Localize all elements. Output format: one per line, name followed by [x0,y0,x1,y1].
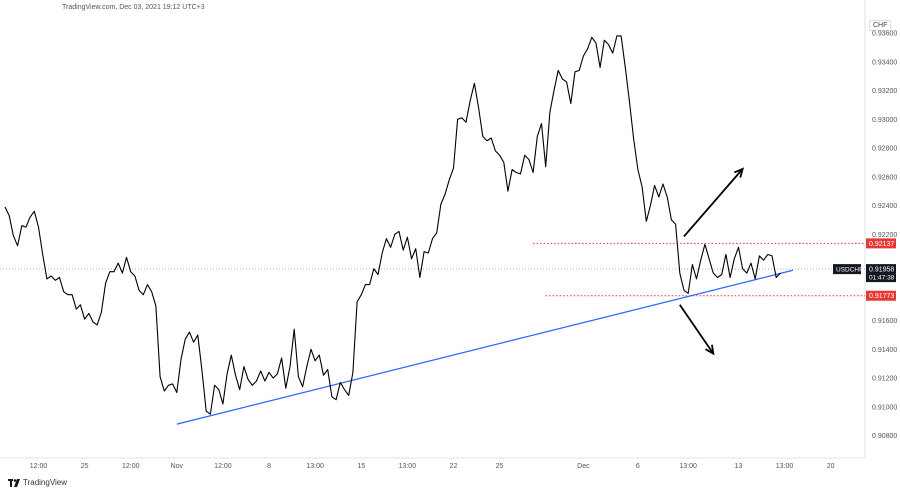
x-tick-label: Dec [577,463,590,470]
tradingview-logo-icon [8,478,20,487]
y-tick-label: 0.93600 [872,31,897,38]
arrow-head-icon [705,344,715,356]
level-tag-label: 0.92137 [869,241,894,248]
x-tick-label: 20 [827,463,835,470]
level-tag-background [866,290,896,301]
y-tick-label: 0.91200 [872,376,897,383]
current-price-tag-label: 0.91958 [869,267,894,274]
y-tick-label: 0.92200 [872,232,897,239]
y-tick-label: 0.93200 [872,88,897,95]
x-tick-label: 12:00 [122,463,140,470]
x-tick-label: 8 [267,463,271,470]
x-tick-label: 12:00 [214,463,232,470]
tradingview-footer[interactable]: TradingView [8,478,67,487]
x-tick-label: 13 [735,463,743,470]
symbol-tag-background [833,264,861,275]
y-tick-label: 0.91400 [872,347,897,354]
symbol-tag-label: USDCHF [836,267,863,274]
x-tick-label: 15 [357,463,365,470]
level-tag-background [866,238,896,249]
x-tick-label: 13:00 [776,463,794,470]
countdown-label: 01:47:38 [869,275,895,282]
trendline [176,269,794,425]
x-tick-label: 22 [450,463,458,470]
x-tick-label: 25 [81,463,89,470]
y-tick-label: 0.92600 [872,174,897,181]
x-tick-label: 25 [496,463,504,470]
x-tick-label: 13:00 [399,463,417,470]
price-series-line [4,35,781,415]
y-tick-label: 0.91600 [872,318,897,325]
plot-area [0,35,865,425]
y-tick-label: 0.93000 [872,117,897,124]
x-tick-label: Nov [171,463,184,470]
bullish-arrow [683,168,744,238]
y-tick-label: 0.91000 [872,404,897,411]
x-axis-ticks: 12:00 25 12:00 Nov 12:00 8 13:00 15 13:00 22 25 Dec… [30,463,835,470]
y-tick-label: 0.92800 [872,146,897,153]
x-tick-label: 13:00 [306,463,324,470]
x-tick-label: 6 [636,463,640,470]
y-tick-label: 0.90800 [872,433,897,440]
level-tag-label: 0.91773 [869,293,894,300]
y-tick-label: 0.92400 [872,203,897,210]
x-tick-label: 12:00 [30,463,48,470]
arrow-head-icon [734,167,745,178]
y-tick-label: 0.93400 [872,59,897,66]
brand-name: TradingView [23,478,68,487]
chart-source-line: TradingView.com, Dec 03, 2021 19:12 UTC+… [62,4,205,11]
y-axis-ticks: 0.93600 0.93400 0.93200 0.93000 0.92800 0.926… [872,31,897,441]
x-tick-label: 13:00 [679,463,697,470]
bearish-arrow [679,304,715,355]
currency-label[interactable]: CHF [869,20,892,31]
current-price-tag-background [866,264,896,283]
